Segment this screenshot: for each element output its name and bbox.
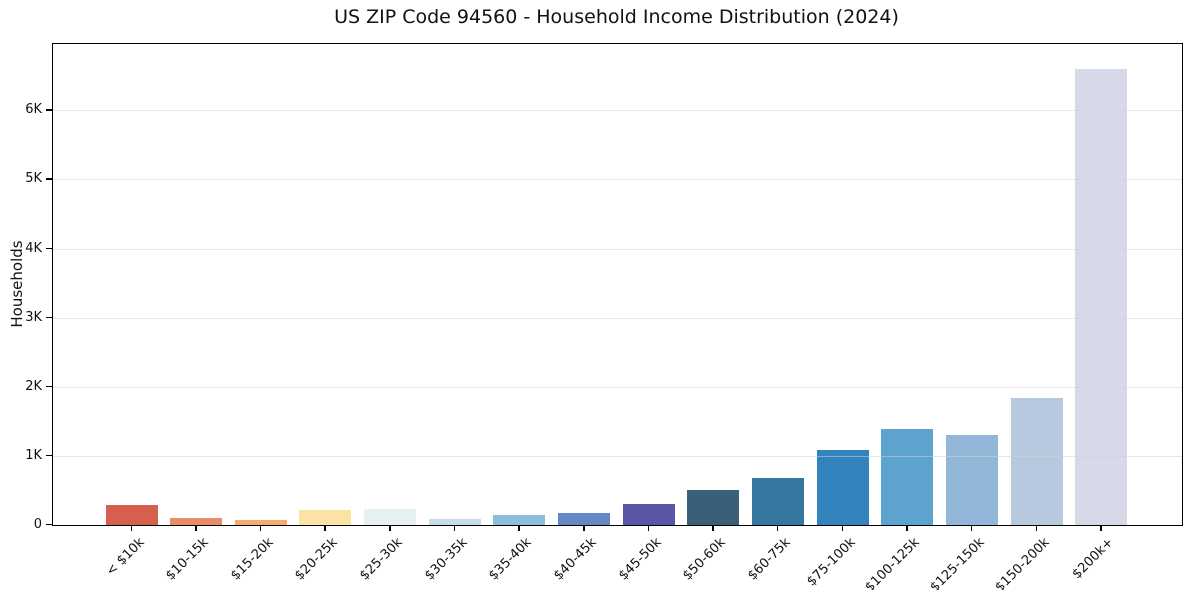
- bar: [299, 510, 352, 525]
- gridline: [53, 110, 1182, 112]
- bar: [687, 489, 740, 525]
- y-tick-mark: [46, 109, 52, 111]
- x-tick-label: $10-15k: [163, 535, 212, 584]
- x-tick-label: $125-150k: [927, 535, 988, 590]
- x-tick-label: $40-45k: [551, 535, 600, 584]
- x-tick-label: $100-125k: [862, 535, 924, 590]
- x-tick-mark: [518, 525, 520, 532]
- x-tick-label: $150-200k: [992, 535, 1053, 590]
- x-tick-mark: [453, 525, 456, 532]
- x-tick-label: $200k+: [1069, 535, 1117, 583]
- bar: [1010, 397, 1063, 525]
- bar: [881, 428, 934, 525]
- y-tick-label: 2K: [25, 378, 42, 394]
- x-tick-mark: [259, 525, 262, 532]
- x-tick-label: $15-20k: [227, 535, 277, 584]
- gridline: [53, 179, 1182, 181]
- y-tick-mark: [46, 316, 52, 319]
- bar: [170, 517, 223, 525]
- x-tick-mark: [130, 525, 132, 532]
- bar: [1075, 68, 1128, 525]
- y-tick-mark: [46, 178, 52, 180]
- x-tick-mark: [971, 525, 973, 532]
- y-tick-label: 0: [33, 517, 42, 532]
- x-tick-label: $30-35k: [421, 535, 471, 584]
- x-tick-mark: [324, 525, 326, 532]
- x-tick-mark: [389, 525, 391, 532]
- y-tick-label: 6K: [25, 102, 42, 118]
- plot-area: [52, 43, 1183, 526]
- y-tick-mark: [46, 247, 52, 249]
- x-tick-mark: [841, 525, 844, 532]
- y-tick-mark: [46, 385, 52, 388]
- bar: [105, 505, 158, 525]
- x-tick-label: $75-100k: [804, 535, 859, 590]
- y-tick-mark: [46, 454, 52, 457]
- bar: [752, 478, 805, 525]
- gridline: [53, 248, 1182, 250]
- x-tick-mark: [712, 525, 714, 532]
- x-tick-label: $45-50k: [615, 535, 665, 584]
- gridline: [53, 317, 1182, 319]
- bar: [816, 450, 869, 525]
- x-tick-mark: [195, 525, 197, 532]
- x-tick-mark: [647, 525, 650, 532]
- bar: [428, 519, 481, 525]
- y-tick-label: 1K: [25, 447, 42, 463]
- gridline: [53, 455, 1182, 457]
- bar: [364, 509, 417, 525]
- x-tick-label: $50-60k: [680, 535, 730, 584]
- chart-title: US ZIP Code 94560 - Household Income Dis…: [334, 6, 899, 28]
- x-tick-label: $35-40k: [486, 535, 536, 584]
- bar: [558, 512, 611, 525]
- x-tick-label: $25-30k: [357, 535, 406, 584]
- x-tick-label: $20-25k: [292, 535, 342, 584]
- bar: [234, 519, 287, 525]
- x-tick-label: < $10k: [103, 535, 148, 580]
- bar: [493, 515, 546, 525]
- x-tick-label: $60-75k: [745, 535, 794, 584]
- gridline: [53, 386, 1182, 388]
- x-tick-mark: [1100, 525, 1102, 532]
- bar: [622, 503, 675, 525]
- y-tick-label: 4K: [25, 240, 42, 256]
- x-tick-mark: [583, 525, 585, 532]
- x-tick-mark: [906, 525, 908, 532]
- x-tick-mark: [777, 525, 779, 532]
- y-tick-mark: [46, 524, 52, 526]
- x-tick-mark: [1035, 525, 1038, 532]
- bar: [946, 435, 999, 525]
- y-tick-label: 3K: [25, 309, 42, 325]
- y-tick-label: 5K: [25, 171, 42, 187]
